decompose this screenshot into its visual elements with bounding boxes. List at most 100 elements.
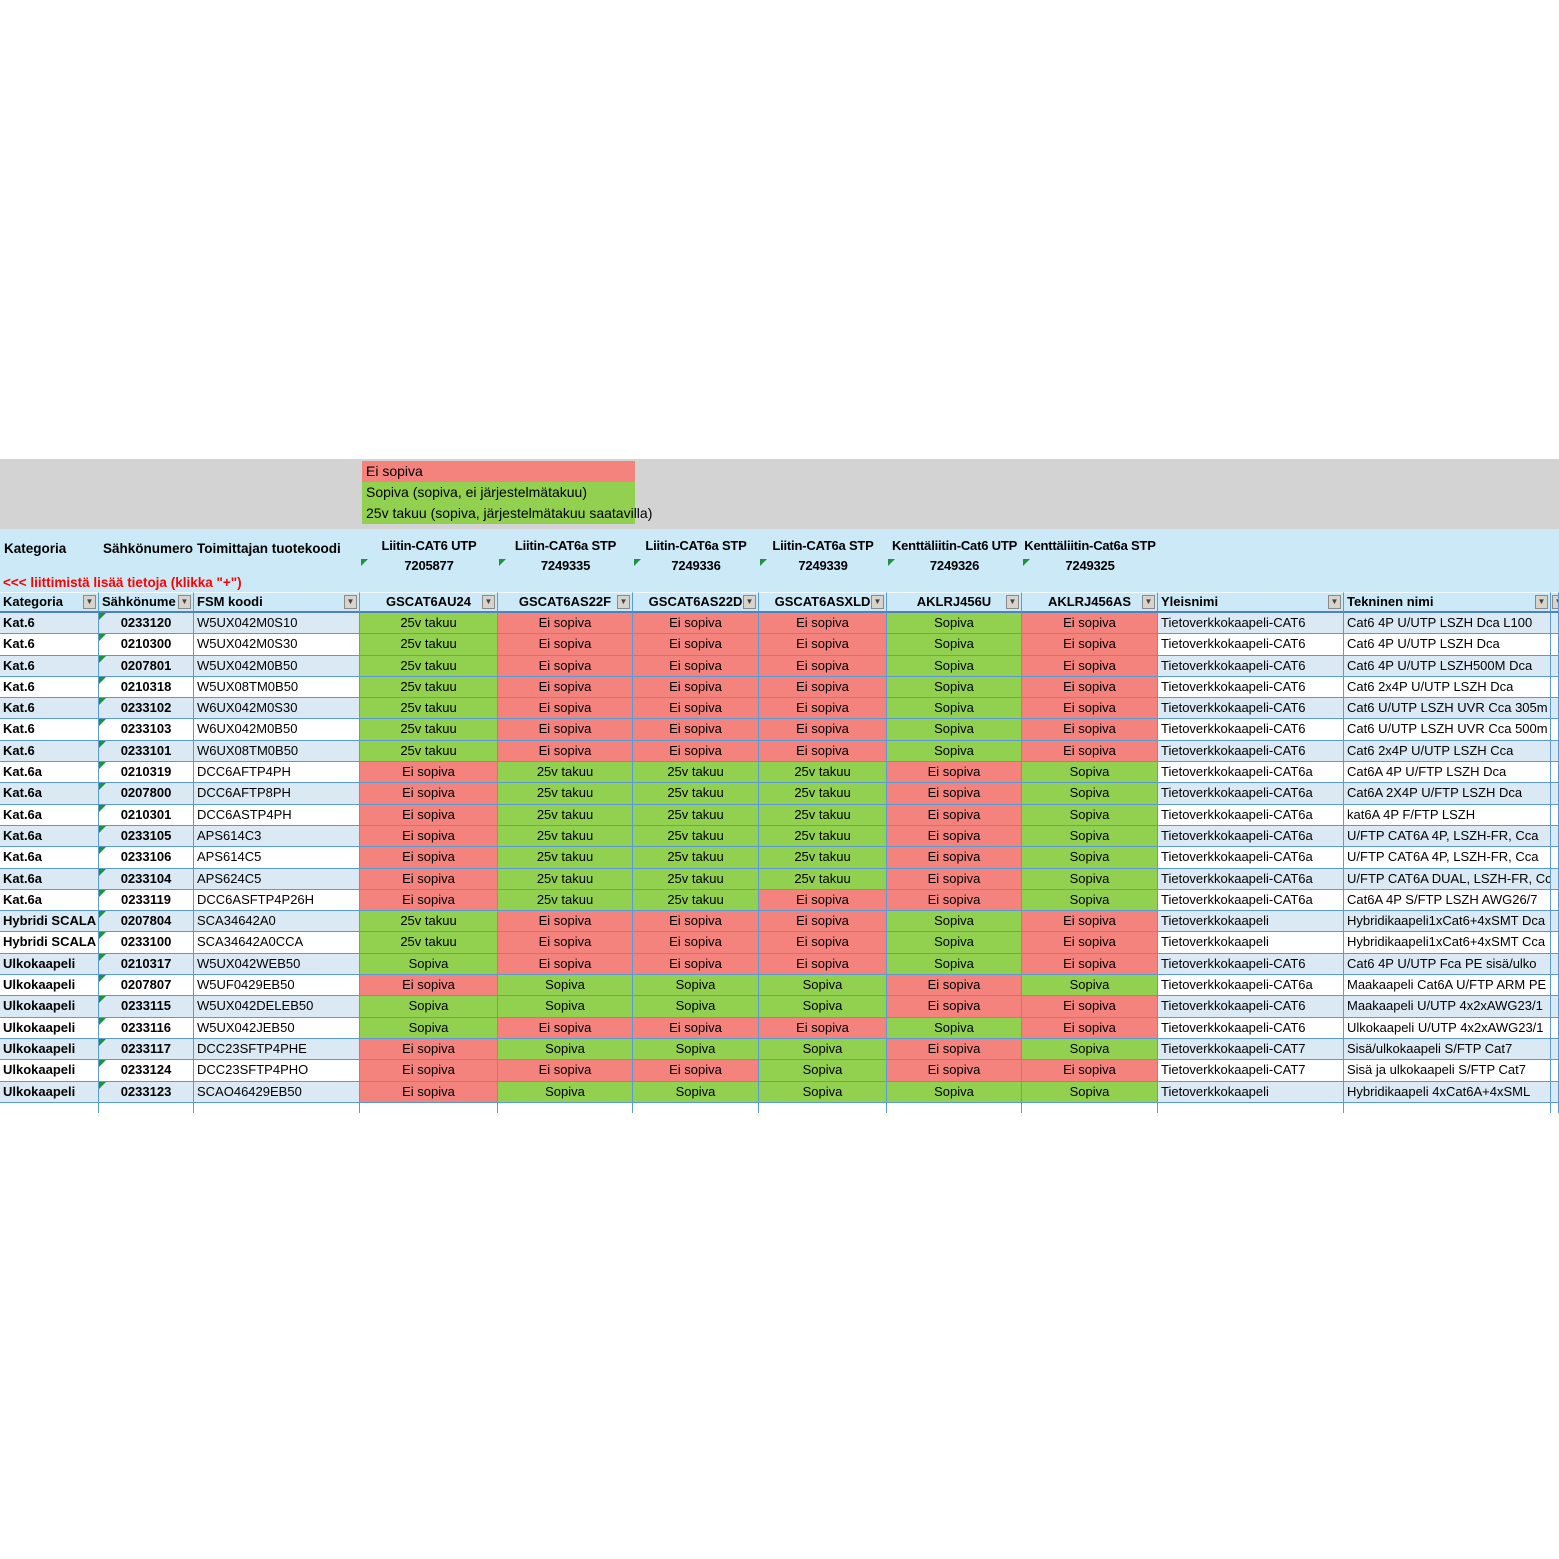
cell-status[interactable]: Ei sopiva bbox=[633, 932, 759, 954]
cell-kategoria[interactable]: Ulkokaapeli bbox=[0, 975, 99, 997]
cell-sahkonumero[interactable]: 0207807 bbox=[99, 975, 194, 997]
cell-kategoria[interactable]: Hybridi SCALA bbox=[0, 932, 99, 954]
cell-status[interactable]: 25v takuu bbox=[360, 911, 498, 933]
filter-cell-aklrj456as[interactable]: AKLRJ456AS ▼ bbox=[1022, 592, 1158, 613]
cell-fsm-koodi[interactable]: DCC6ASTP4PH bbox=[194, 804, 360, 826]
filter-dropdown-button[interactable]: ▼ bbox=[344, 595, 357, 609]
cell-status[interactable]: Ei sopiva bbox=[759, 911, 887, 933]
cell-fsm-koodi[interactable]: W5UX042WEB50 bbox=[194, 953, 360, 976]
cell-fsm-koodi[interactable]: SCA34642A0CCA bbox=[194, 932, 360, 954]
cell-sahkonumero[interactable]: 0233100 bbox=[99, 932, 194, 954]
filter-cell-aklrj456u[interactable]: AKLRJ456U ▼ bbox=[887, 592, 1022, 613]
cell-sahkonumero[interactable]: 0233101 bbox=[99, 740, 194, 763]
cell-fsm-koodi[interactable]: W5UX042DELEB50 bbox=[194, 996, 360, 1018]
cell-tekninen-nimi[interactable]: Maakaapeli U/UTP 4x2xAWG23/1 bbox=[1344, 996, 1551, 1018]
cell-status[interactable]: Ei sopiva bbox=[360, 889, 498, 912]
cell-kategoria[interactable]: Ulkokaapeli bbox=[0, 1017, 99, 1039]
cell-status[interactable]: Sopiva bbox=[887, 634, 1022, 656]
cell-status[interactable]: Ei sopiva bbox=[360, 1038, 498, 1061]
cell-yleisnimi[interactable]: Tietoverkkokaapeli-CAT6 bbox=[1158, 740, 1344, 763]
filter-cell-gscat6as22f[interactable]: GSCAT6AS22F ▼ bbox=[498, 592, 633, 613]
cell-status[interactable]: 25v takuu bbox=[498, 783, 633, 805]
filter-dropdown-button[interactable]: ▼ bbox=[482, 595, 495, 609]
cell-status[interactable]: Ei sopiva bbox=[1022, 996, 1158, 1018]
connector-header-cell[interactable]: Kenttäliitin-Cat6a STP 7249325 bbox=[1022, 536, 1158, 578]
cell-kategoria[interactable]: Kat.6a bbox=[0, 804, 99, 826]
cell-status[interactable]: 25v takuu bbox=[360, 719, 498, 741]
cell-tekninen-nimi[interactable]: Cat6 U/UTP LSZH UVR Cca 500m bbox=[1344, 719, 1551, 741]
cell-status[interactable]: Ei sopiva bbox=[633, 1017, 759, 1039]
filter-dropdown-button[interactable]: ▼ bbox=[1142, 595, 1155, 609]
cell-status[interactable]: 25v takuu bbox=[633, 825, 759, 848]
cell-status[interactable]: 25v takuu bbox=[360, 932, 498, 954]
cell-sahkonumero[interactable]: 0233105 bbox=[99, 825, 194, 848]
cell-yleisnimi[interactable]: Tietoverkkokaapeli-CAT6 bbox=[1158, 634, 1344, 656]
cell-status[interactable]: Ei sopiva bbox=[360, 868, 498, 890]
cell-status[interactable]: Sopiva bbox=[887, 932, 1022, 954]
cell-fsm-koodi[interactable]: DCC6AFTP4PH bbox=[194, 762, 360, 784]
cell-status[interactable]: Sopiva bbox=[1022, 1081, 1158, 1103]
filter-dropdown-button[interactable]: ▼ bbox=[178, 595, 191, 609]
cell-yleisnimi[interactable]: Tietoverkkokaapeli-CAT6 bbox=[1158, 613, 1344, 635]
cell-tekninen-nimi[interactable]: Hybridikaapeli 4xCat6A+4xSML bbox=[1344, 1081, 1551, 1103]
cell-yleisnimi[interactable]: Tietoverkkokaapeli bbox=[1158, 911, 1344, 933]
cell-status[interactable]: 25v takuu bbox=[360, 634, 498, 656]
cell-fsm-koodi[interactable]: SCAO46429EB50 bbox=[194, 1081, 360, 1103]
cell-status[interactable]: Ei sopiva bbox=[633, 676, 759, 699]
cell-sahkonumero[interactable]: 0233106 bbox=[99, 847, 194, 869]
cell-status[interactable]: Ei sopiva bbox=[498, 676, 633, 699]
cell-yleisnimi[interactable]: Tietoverkkokaapeli-CAT6a bbox=[1158, 804, 1344, 826]
cell-yleisnimi[interactable]: Tietoverkkokaapeli-CAT6a bbox=[1158, 889, 1344, 912]
cell-yleisnimi[interactable]: Tietoverkkokaapeli-CAT6 bbox=[1158, 1017, 1344, 1039]
cell-fsm-koodi[interactable]: DCC23SFTP4PHE bbox=[194, 1038, 360, 1061]
cell-status[interactable]: Ei sopiva bbox=[887, 1060, 1022, 1082]
connector-header-cell[interactable]: Liitin-CAT6a STP 7249339 bbox=[759, 536, 887, 578]
cell-status[interactable]: 25v takuu bbox=[498, 889, 633, 912]
cell-status[interactable]: Ei sopiva bbox=[633, 634, 759, 656]
cell-status[interactable]: Sopiva bbox=[887, 953, 1022, 976]
cell-status[interactable]: Ei sopiva bbox=[759, 953, 887, 976]
cell-status[interactable]: Sopiva bbox=[633, 996, 759, 1018]
cell-status[interactable]: 25v takuu bbox=[498, 804, 633, 826]
filter-cell-yleisnimi[interactable]: Yleisnimi ▼ bbox=[1158, 592, 1344, 613]
cell-status[interactable]: 25v takuu bbox=[633, 804, 759, 826]
cell-status[interactable]: Sopiva bbox=[633, 1081, 759, 1103]
cell-status[interactable]: Ei sopiva bbox=[759, 719, 887, 741]
cell-status[interactable]: Sopiva bbox=[498, 1081, 633, 1103]
cell-yleisnimi[interactable]: Tietoverkkokaapeli-CAT6a bbox=[1158, 762, 1344, 784]
cell-status[interactable]: Ei sopiva bbox=[633, 740, 759, 763]
cell-yleisnimi[interactable]: Tietoverkkokaapeli-CAT7 bbox=[1158, 1038, 1344, 1061]
cell-fsm-koodi[interactable]: APS614C3 bbox=[194, 825, 360, 848]
cell-status[interactable]: Sopiva bbox=[1022, 783, 1158, 805]
cell-sahkonumero[interactable]: 0233116 bbox=[99, 1017, 194, 1039]
cell-status[interactable]: Ei sopiva bbox=[498, 655, 633, 677]
cell-status[interactable]: Ei sopiva bbox=[1022, 613, 1158, 635]
cell-fsm-koodi[interactable]: W6UX042M0S30 bbox=[194, 698, 360, 720]
cell-status[interactable]: Sopiva bbox=[1022, 847, 1158, 869]
cell-fsm-koodi[interactable]: APS614C5 bbox=[194, 847, 360, 869]
cell-status[interactable]: Ei sopiva bbox=[887, 804, 1022, 826]
cell-status[interactable]: Ei sopiva bbox=[360, 847, 498, 869]
cell-status[interactable]: Ei sopiva bbox=[887, 847, 1022, 869]
cell-kategoria[interactable]: Kat.6a bbox=[0, 847, 99, 869]
cell-status[interactable]: Ei sopiva bbox=[498, 1060, 633, 1082]
filter-cell-tekninen-nimi[interactable]: Tekninen nimi ▼ bbox=[1344, 592, 1551, 613]
cell-tekninen-nimi[interactable]: Cat6 2x4P U/UTP LSZH Dca bbox=[1344, 676, 1551, 699]
filter-cell-s-hk-nume[interactable]: Sähkönume ▼ bbox=[99, 592, 194, 613]
cell-yleisnimi[interactable]: Tietoverkkokaapeli-CAT7 bbox=[1158, 1060, 1344, 1082]
cell-fsm-koodi[interactable]: DCC6ASFTP4P26H bbox=[194, 889, 360, 912]
cell-status[interactable]: Ei sopiva bbox=[360, 1060, 498, 1082]
cell-status[interactable]: Ei sopiva bbox=[1022, 676, 1158, 699]
filter-cell-gscat6asxld[interactable]: GSCAT6ASXLD ▼ bbox=[759, 592, 887, 613]
connector-header-cell[interactable]: Liitin-CAT6a STP 7249336 bbox=[633, 536, 759, 578]
cell-status[interactable]: Ei sopiva bbox=[887, 762, 1022, 784]
cell-status[interactable]: Ei sopiva bbox=[498, 911, 633, 933]
cell-status[interactable]: Sopiva bbox=[759, 996, 887, 1018]
cell-status[interactable]: 25v takuu bbox=[759, 847, 887, 869]
cell-tekninen-nimi[interactable]: Cat6 4P U/UTP LSZH Dca L100 bbox=[1344, 613, 1551, 635]
cell-kategoria[interactable]: Ulkokaapeli bbox=[0, 953, 99, 976]
cell-fsm-koodi[interactable]: APS624C5 bbox=[194, 868, 360, 890]
cell-status[interactable]: Ei sopiva bbox=[887, 889, 1022, 912]
cell-sahkonumero[interactable]: 0233123 bbox=[99, 1081, 194, 1103]
connector-header-cell[interactable]: Kenttäliitin-Cat6 UTP 7249326 bbox=[887, 536, 1022, 578]
